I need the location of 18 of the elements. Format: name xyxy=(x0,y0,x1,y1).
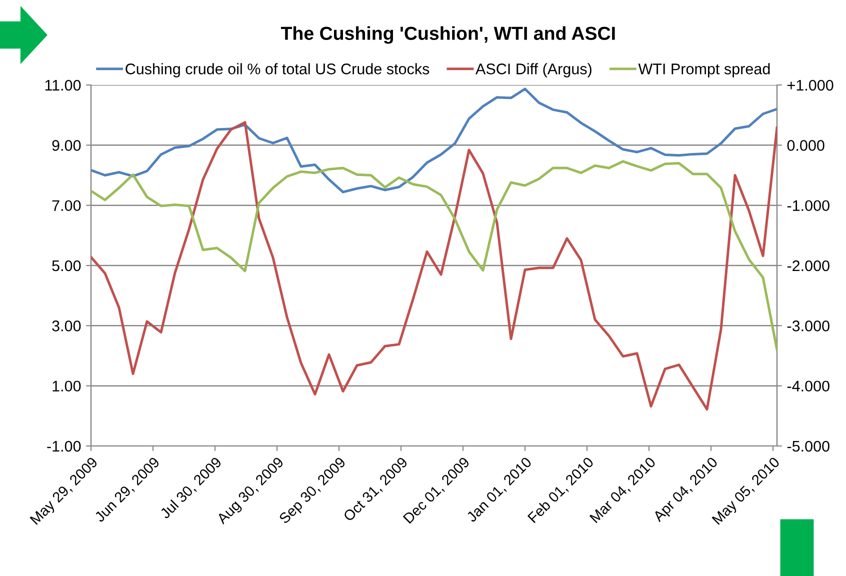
y2-tick-label: -3.000 xyxy=(787,320,830,332)
y2-tick-label: +1.000 xyxy=(787,80,834,91)
y2-tick-label: -1.000 xyxy=(787,200,830,212)
y-tick-label: -1.00 xyxy=(47,440,81,452)
y-tick-label: 3.00 xyxy=(52,320,81,332)
y2-tick-label: 0.000 xyxy=(787,140,824,151)
y2-tick-label: -5.000 xyxy=(787,440,830,452)
legend-label: WTI Prompt spread xyxy=(638,63,770,78)
legend-label: Cushing crude oil % of total US Crude stocks xyxy=(126,63,430,78)
legend-label: ASCI Diff (Argus) xyxy=(476,63,592,78)
y-tick-label: 1.00 xyxy=(52,380,81,392)
y-tick-label: 5.00 xyxy=(52,260,81,272)
y2-tick-label: -4.000 xyxy=(787,380,830,392)
y-tick-label: 7.00 xyxy=(52,200,81,212)
y2-tick-label: -2.000 xyxy=(787,260,830,272)
y-tick-label: 9.00 xyxy=(52,140,81,151)
y-tick-label: 11.00 xyxy=(45,80,81,91)
chart-title: The Cushing 'Cushion', WTI and ASCI xyxy=(280,26,615,44)
